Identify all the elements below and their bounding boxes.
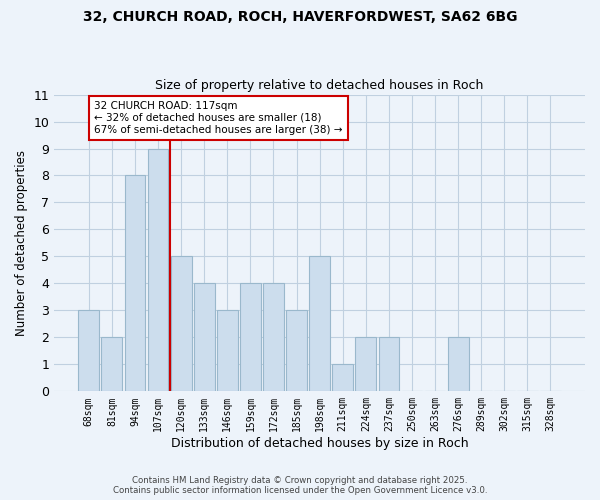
X-axis label: Distribution of detached houses by size in Roch: Distribution of detached houses by size …	[171, 437, 469, 450]
Bar	[263, 284, 284, 392]
Bar	[101, 338, 122, 392]
Bar	[217, 310, 238, 392]
Y-axis label: Number of detached properties: Number of detached properties	[15, 150, 28, 336]
Bar	[125, 176, 145, 392]
Bar	[171, 256, 191, 392]
Bar	[240, 284, 261, 392]
Title: Size of property relative to detached houses in Roch: Size of property relative to detached ho…	[155, 79, 484, 92]
Bar	[194, 284, 215, 392]
Bar	[79, 310, 99, 392]
Bar	[286, 310, 307, 392]
Bar	[332, 364, 353, 392]
Bar	[355, 338, 376, 392]
Bar	[379, 338, 399, 392]
Bar	[309, 256, 330, 392]
Bar	[148, 148, 169, 392]
Text: 32 CHURCH ROAD: 117sqm
← 32% of detached houses are smaller (18)
67% of semi-det: 32 CHURCH ROAD: 117sqm ← 32% of detached…	[94, 102, 343, 134]
Text: Contains HM Land Registry data © Crown copyright and database right 2025.
Contai: Contains HM Land Registry data © Crown c…	[113, 476, 487, 495]
Bar	[448, 338, 469, 392]
Text: 32, CHURCH ROAD, ROCH, HAVERFORDWEST, SA62 6BG: 32, CHURCH ROAD, ROCH, HAVERFORDWEST, SA…	[83, 10, 517, 24]
